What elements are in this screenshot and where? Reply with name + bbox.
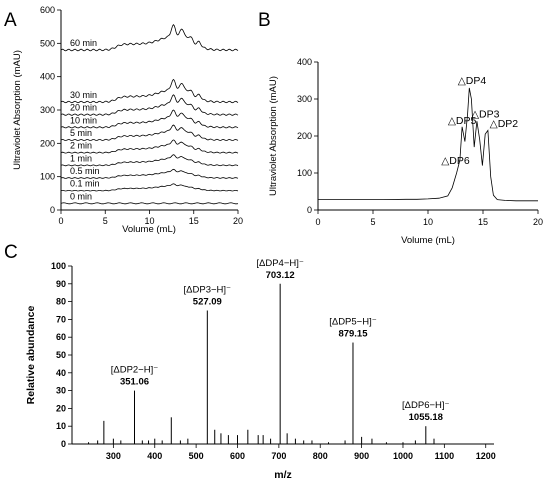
- chart-a-trace-60-min: [60, 24, 239, 52]
- chart-a-x-tick-label: 5: [103, 216, 108, 226]
- chart-a-y-tick-label: 300: [40, 105, 55, 115]
- chart-c-x-tick-label: 400: [147, 451, 162, 461]
- chart-a-series-label: 0.1 min: [70, 179, 100, 189]
- chart-a-trace-1-min: [60, 154, 239, 167]
- chart-a-trace-10-min: [60, 109, 239, 129]
- chart-b-chromatogram-line: [318, 87, 538, 202]
- chart-b-peak-label: △DP5: [448, 115, 477, 127]
- chart-a-trace-20-min: [60, 94, 239, 116]
- chart-a-trace-0-min: [60, 202, 239, 205]
- chart-c-x-tick-label: 700: [271, 451, 286, 461]
- panel-label-c: C: [4, 242, 18, 263]
- chart-b: 0 100 200 300 400 0 5 10 15 20 △DP6 △DP5 △DP4 △DP3△D…: [268, 57, 543, 246]
- chart-c-x-tick-label: 1200: [476, 451, 496, 461]
- chart-c-ion-label: [ΔDP2−H]⁻: [111, 365, 159, 376]
- chart-a: 0 100 200 300 400 500 600 0 5 10 15 20 0 min 0.1 min…: [12, 5, 243, 235]
- chart-c-ion-label: [ΔDP5−H]⁻: [329, 317, 377, 328]
- chart-a-trace-30-min: [60, 78, 239, 104]
- chart-c-x-tick-label: 600: [230, 451, 245, 461]
- chart-c-y-tick-label: 10: [56, 421, 66, 431]
- chart-a-x-label: Volume (mL): [122, 224, 176, 235]
- chart-c-y-tick-label: 0: [61, 439, 66, 449]
- chart-b-y-tick-label: 200: [297, 131, 312, 141]
- chart-c-y-label: Relative abundance: [25, 306, 37, 405]
- chart-a-trace-2-min: [60, 139, 239, 154]
- chart-c: 0 10 20 30 40 50 60 70 80 90 100 300 400 500 600 700 800…: [25, 258, 496, 481]
- chart-b-x-tick-label: 10: [423, 217, 433, 227]
- chart-a-y-tick-label: 500: [40, 38, 55, 48]
- chart-c-y-tick-label: 70: [56, 314, 66, 324]
- chart-c-y-tick-label: 30: [56, 386, 66, 396]
- chart-a-trace-0-1-min: [60, 183, 239, 192]
- chart-a-y-label: Ultraviolet Absorption (mAU): [12, 50, 23, 170]
- chart-c-x-tick-label: 500: [189, 451, 204, 461]
- chart-b-peak-label: △DP3: [471, 109, 500, 121]
- chart-c-mz-label: 1055.18: [409, 412, 443, 423]
- chart-a-series-label: 30 min: [70, 90, 97, 100]
- chart-c-y-tick-label: 40: [56, 368, 66, 378]
- chart-b-x-tick-label: 15: [478, 217, 488, 227]
- chart-b-x-tick-label: 20: [533, 217, 543, 227]
- chart-b-peak-label: △DP6: [441, 155, 470, 167]
- chart-b-y-tick-label: 400: [297, 57, 312, 67]
- chart-a-y-tick-label: 600: [40, 5, 55, 15]
- chart-c-mz-label: 703.12: [266, 270, 295, 281]
- chart-a-x-tick-label: 0: [58, 216, 63, 226]
- chart-c-mz-label: 351.06: [120, 377, 149, 388]
- chart-c-x-tick-label: 1100: [435, 451, 455, 461]
- chart-c-ion-label: [ΔDP4−H]⁻: [256, 258, 304, 269]
- chart-c-mz-label: 527.09: [193, 297, 222, 308]
- chart-c-y-tick-label: 80: [56, 297, 66, 307]
- chart-b-peak-label: △DP2: [490, 118, 519, 130]
- chart-a-series-label: 1 min: [70, 153, 92, 163]
- chart-a-series-label: 10 min: [70, 115, 97, 125]
- chart-b-x-tick-label: 5: [370, 217, 375, 227]
- chart-b-x-tick-label: 0: [315, 217, 320, 227]
- panel-label-b: B: [258, 10, 271, 31]
- chart-b-x-label: Volume (mL): [401, 235, 455, 246]
- chart-a-series-label: 0.5 min: [70, 166, 100, 176]
- chart-c-mz-label: 879.15: [338, 329, 368, 340]
- chart-a-series-label: 2 min: [70, 141, 92, 151]
- chart-b-y-tick-label: 300: [297, 94, 312, 104]
- chart-c-y-tick-label: 90: [56, 279, 66, 289]
- chart-c-y-tick-label: 100: [51, 261, 66, 271]
- chart-c-x-tick-label: 1000: [393, 451, 413, 461]
- chart-c-x-tick-label: 300: [106, 451, 121, 461]
- chart-c-ion-label: [ΔDP3−H]⁻: [184, 285, 232, 296]
- chart-c-y-tick-label: 60: [56, 332, 66, 342]
- chart-a-y-tick-label: 0: [50, 205, 55, 215]
- chart-a-x-tick-label: 10: [144, 216, 154, 226]
- chart-b-peak-label: △DP4: [458, 75, 487, 87]
- chart-c-y-tick-label: 50: [56, 350, 66, 360]
- chart-c-ion-label: [ΔDP6−H]⁻: [402, 400, 450, 411]
- chart-a-series-label: 60 min: [70, 38, 97, 48]
- chart-a-series-label: 0 min: [70, 191, 92, 201]
- chart-a-series-label: 20 min: [70, 103, 97, 113]
- chart-a-y-tick-label: 200: [40, 138, 55, 148]
- chart-b-y-tick-label: 100: [297, 168, 312, 178]
- chart-c-x-tick-label: 900: [354, 451, 369, 461]
- chart-c-x-tick-label: 800: [313, 451, 328, 461]
- chart-a-trace-5-min: [60, 124, 239, 141]
- chart-a-x-tick-label: 20: [233, 216, 243, 226]
- chart-a-y-tick-label: 400: [40, 72, 55, 82]
- panel-label-a: A: [4, 10, 17, 31]
- chart-a-series-label: 5 min: [70, 128, 92, 138]
- chart-b-y-tick-label: 0: [307, 205, 312, 215]
- chart-a-trace-0-5-min: [60, 168, 239, 179]
- chart-a-x-tick-label: 15: [189, 216, 199, 226]
- chart-c-x-label: m/z: [274, 469, 292, 481]
- chart-b-y-label: Ultraviolet Absorption (mAU): [268, 76, 279, 196]
- chart-c-y-tick-label: 20: [56, 403, 66, 413]
- chart-a-y-tick-label: 100: [40, 172, 55, 182]
